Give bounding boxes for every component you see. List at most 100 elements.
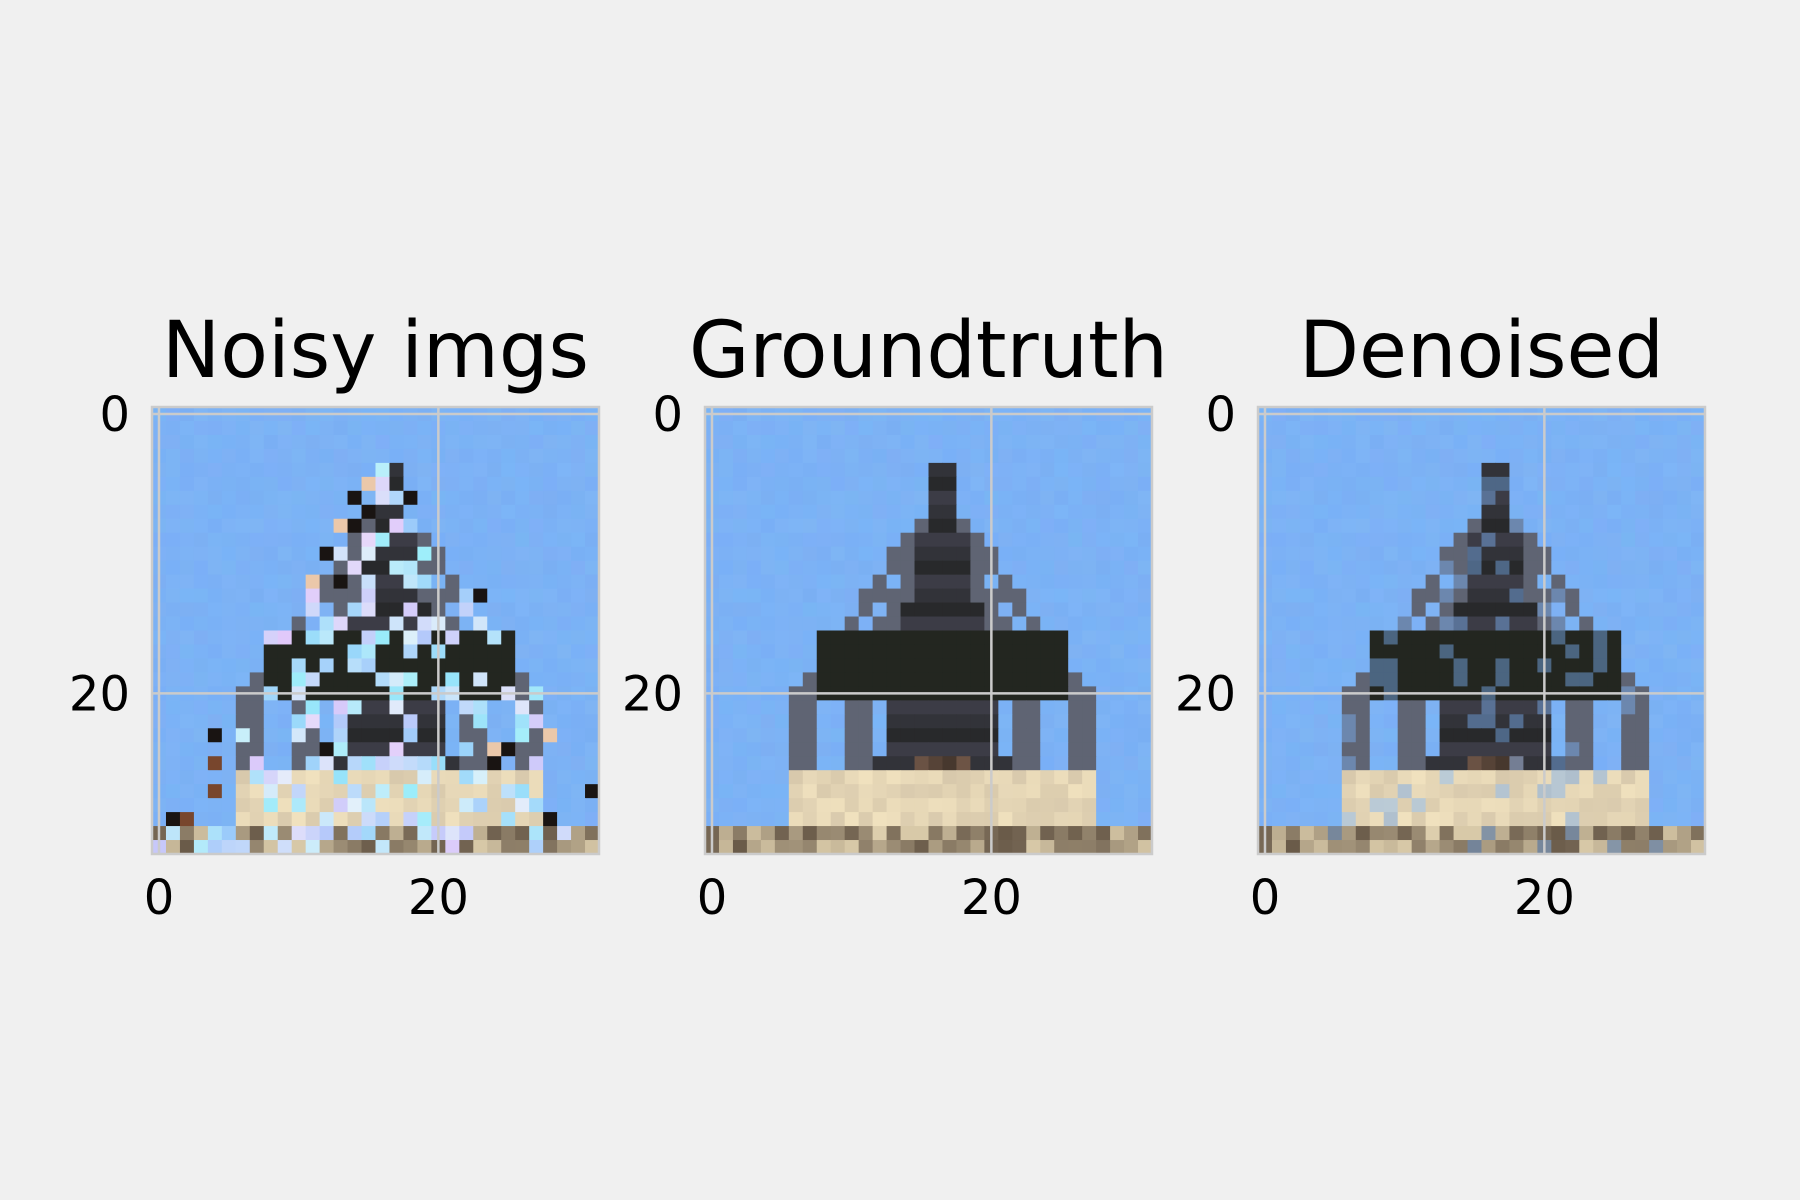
pixel: [1691, 714, 1706, 729]
pixel: [585, 798, 600, 813]
pixel: [1110, 490, 1125, 506]
pixel: [515, 630, 530, 645]
pixel: [1649, 826, 1664, 841]
pixel: [844, 672, 860, 687]
pixel: [1565, 630, 1580, 645]
pixel: [872, 588, 888, 604]
pixel: [1068, 784, 1083, 799]
pixel: [179, 658, 195, 673]
pixel: [543, 658, 558, 673]
pixel: [165, 826, 181, 841]
pixel: [221, 420, 237, 436]
pixel: [1691, 756, 1706, 771]
pixel: [760, 420, 776, 436]
pixel: [956, 560, 971, 576]
pixel: [858, 658, 874, 673]
pixel: [1397, 784, 1413, 799]
pixel: [830, 448, 846, 464]
pixel: [1565, 476, 1580, 492]
pixel: [858, 630, 874, 645]
pixel: [193, 504, 209, 520]
pixel: [998, 504, 1013, 520]
pixel: [1026, 630, 1041, 645]
pixel: [1663, 658, 1678, 673]
pixel: [473, 420, 488, 436]
pixel: [473, 434, 488, 450]
pixel: [1481, 700, 1496, 715]
pixel: [1523, 728, 1538, 743]
pixel: [1509, 700, 1524, 715]
pixel: [487, 784, 502, 799]
pixel: [305, 658, 321, 673]
pixel: [473, 448, 488, 464]
pixel: [732, 840, 748, 855]
pixel: [1054, 476, 1069, 492]
pixel: [732, 588, 748, 604]
pixel: [389, 504, 404, 520]
pixel: [1299, 420, 1315, 436]
pixel: [1341, 504, 1357, 520]
pixel: [1369, 728, 1385, 743]
pixel: [1551, 784, 1566, 799]
pixel: [760, 504, 776, 520]
pixel: [746, 840, 762, 855]
pixel: [417, 644, 432, 659]
pixel: [193, 658, 209, 673]
pixel: [1509, 784, 1524, 799]
pixel: [900, 546, 916, 562]
pixel: [872, 504, 888, 520]
pixel: [1299, 840, 1315, 855]
pixel: [970, 504, 985, 520]
pixel: [1285, 448, 1301, 464]
pixel: [1621, 700, 1636, 715]
pixel: [1040, 826, 1055, 841]
pixel: [718, 574, 734, 590]
pixel: [1523, 616, 1538, 631]
pixel: [760, 532, 776, 548]
panel-title: Groundtruth: [689, 306, 1168, 396]
pixel: [193, 826, 209, 841]
pixel: [1341, 518, 1357, 534]
pixel: [417, 756, 432, 771]
pixel: [1481, 770, 1496, 785]
pixel: [221, 616, 237, 631]
pixel: [1565, 616, 1580, 631]
pixel: [1481, 434, 1496, 450]
pixel: [1355, 574, 1371, 590]
pixel: [1110, 714, 1125, 729]
pixel: [1495, 504, 1510, 520]
pixel: [998, 630, 1013, 645]
pixel: [718, 602, 734, 618]
pixel: [1579, 434, 1594, 450]
pixel: [1054, 784, 1069, 799]
pixel: [543, 714, 558, 729]
pixel: [1551, 812, 1566, 827]
pixel: [179, 476, 195, 492]
pixel: [1481, 756, 1496, 771]
pixel: [333, 518, 349, 534]
pixel: [1509, 812, 1524, 827]
pixel: [872, 798, 888, 813]
pixel: [1096, 798, 1111, 813]
pixel: [1054, 700, 1069, 715]
pixel: [473, 504, 488, 520]
pixel: [235, 602, 251, 618]
pixel: [928, 476, 943, 492]
pixel: [1082, 644, 1097, 659]
pixel: [1355, 658, 1371, 673]
pixel: [361, 616, 376, 631]
pixel: [1649, 448, 1664, 464]
pixel: [543, 504, 558, 520]
pixel: [529, 672, 544, 687]
pixel: [1691, 826, 1706, 841]
pixel: [1607, 560, 1622, 576]
pixel: [347, 532, 363, 548]
pixel: [858, 812, 874, 827]
pixel: [1621, 728, 1636, 743]
pixel: [571, 504, 586, 520]
pixel: [1341, 476, 1357, 492]
pixel: [1369, 504, 1385, 520]
pixel: [165, 448, 181, 464]
pixel: [1411, 588, 1427, 604]
pixel: [1411, 448, 1427, 464]
